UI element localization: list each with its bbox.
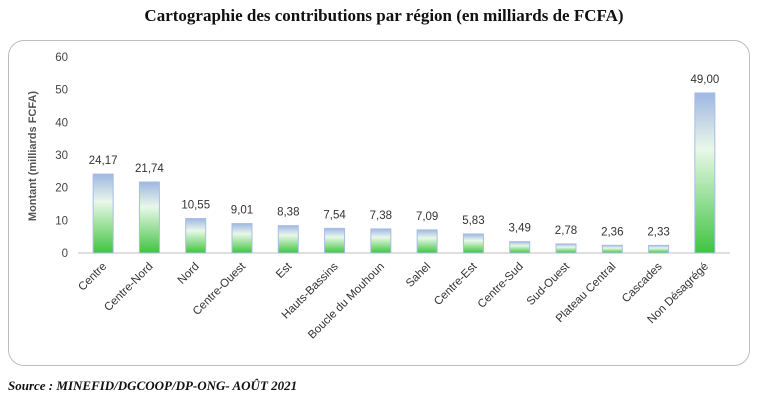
data-label-4: 8,38: [277, 207, 299, 219]
category-label-12: Cascades: [620, 260, 665, 305]
y-tick-label-1: 10: [55, 215, 68, 227]
data-label-12: 2,33: [647, 226, 669, 238]
category-label-0: Centre: [76, 261, 109, 294]
y-axis-ticks: 0 10 20 30 40 50 60: [55, 52, 68, 260]
y-tick-label-6: 60: [55, 52, 68, 64]
data-label-11: 2,36: [601, 226, 623, 238]
category-label-6: Boucle du Mouhoun: [306, 261, 387, 342]
data-label-7: 7,09: [416, 211, 438, 223]
chart-frame: [8, 40, 750, 366]
y-tick-label-5: 50: [55, 85, 68, 97]
bar-4: [277, 225, 299, 254]
bar-11: [601, 244, 623, 254]
data-label-2: 10,55: [181, 200, 210, 212]
y-axis-label: Montant (milliards FCFA): [27, 91, 39, 222]
y-tick-label-2: 20: [55, 183, 68, 195]
data-label-9: 3,49: [509, 223, 531, 235]
bar-3: [231, 223, 253, 254]
y-tick-label-3: 30: [55, 150, 68, 162]
bar-10: [555, 243, 577, 254]
data-label-10: 2,78: [555, 225, 577, 237]
category-label-1: Centre-Nord: [102, 261, 155, 314]
bar-1: [138, 181, 160, 254]
bar-2: [185, 218, 207, 254]
category-label-10: Sud-Ouest: [525, 260, 573, 308]
category-label-9: Centre-Sud: [476, 261, 526, 311]
data-label-1: 21,74: [135, 163, 164, 175]
bars-group: 24,17 Centre 21,74 Centre-Nord 10,55 Nord 9,01…: [76, 74, 719, 342]
data-label-5: 7,54: [323, 209, 346, 221]
data-label-8: 5,83: [462, 215, 484, 227]
bar-8: [462, 233, 484, 254]
chart-title: Cartographie des contributions par régio…: [144, 6, 624, 25]
bar-7: [416, 229, 438, 254]
source-note: Source : MINEFID/DGCOOP/DP-ONG- AOÛT 202…: [8, 378, 298, 393]
data-label-6: 7,38: [370, 210, 392, 222]
y-tick-label-4: 40: [55, 117, 68, 129]
bar-6: [370, 228, 392, 254]
bar-13: [694, 92, 716, 254]
category-label-4: Est: [274, 260, 295, 281]
data-label-3: 9,01: [231, 205, 253, 217]
y-tick-label-0: 0: [62, 248, 68, 260]
bar-12: [648, 244, 670, 254]
bar-9: [509, 241, 531, 254]
bar-0: [92, 173, 114, 254]
category-label-2: Nord: [176, 261, 202, 287]
data-label-0: 24,17: [89, 155, 118, 167]
category-label-8: Centre-Est: [432, 260, 480, 308]
bar-5: [324, 227, 346, 254]
data-label-13: 49,00: [690, 74, 719, 86]
category-label-7: Sahel: [404, 261, 433, 290]
